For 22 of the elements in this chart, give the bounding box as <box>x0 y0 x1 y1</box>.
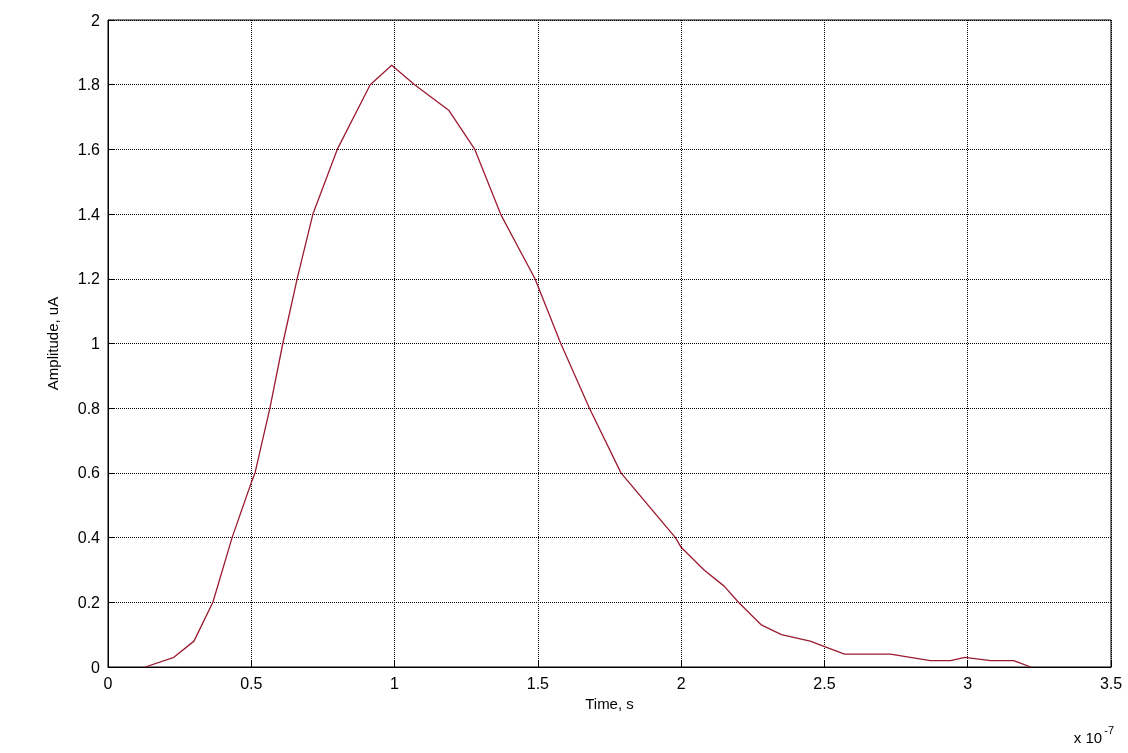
y-tick-label: 0.2 <box>77 593 101 611</box>
y-tick-label: 1.6 <box>77 140 101 158</box>
y-tick-label: 0.6 <box>77 464 101 482</box>
y-tick-label: 2 <box>91 11 101 29</box>
y-tick-label: 1.8 <box>77 76 101 94</box>
x-tick-label: 1 <box>390 674 400 692</box>
y-tick-label: 0 <box>91 658 101 676</box>
y-axis-title: Amplitude, uA <box>44 296 61 391</box>
x-axis-title: Time, s <box>585 694 634 712</box>
y-tick-label: 1.4 <box>77 205 101 223</box>
x-tick-label: 1.5 <box>526 674 550 692</box>
y-tick-label: 1 <box>91 335 101 352</box>
y-tick-label: 0.4 <box>77 529 101 547</box>
x-tick-label: 3.5 <box>1099 674 1123 692</box>
x-tick-label: 2.5 <box>813 674 836 692</box>
y-tick-label: 1.2 <box>77 270 101 288</box>
line-series <box>144 64 1032 668</box>
x-tick-label: 0 <box>103 674 113 692</box>
x-tick-label: 0.5 <box>240 674 263 692</box>
x-tick-label: 3 <box>963 674 973 692</box>
y-tick-label: 0.8 <box>77 399 101 417</box>
x-tick-label: 2 <box>676 674 686 692</box>
